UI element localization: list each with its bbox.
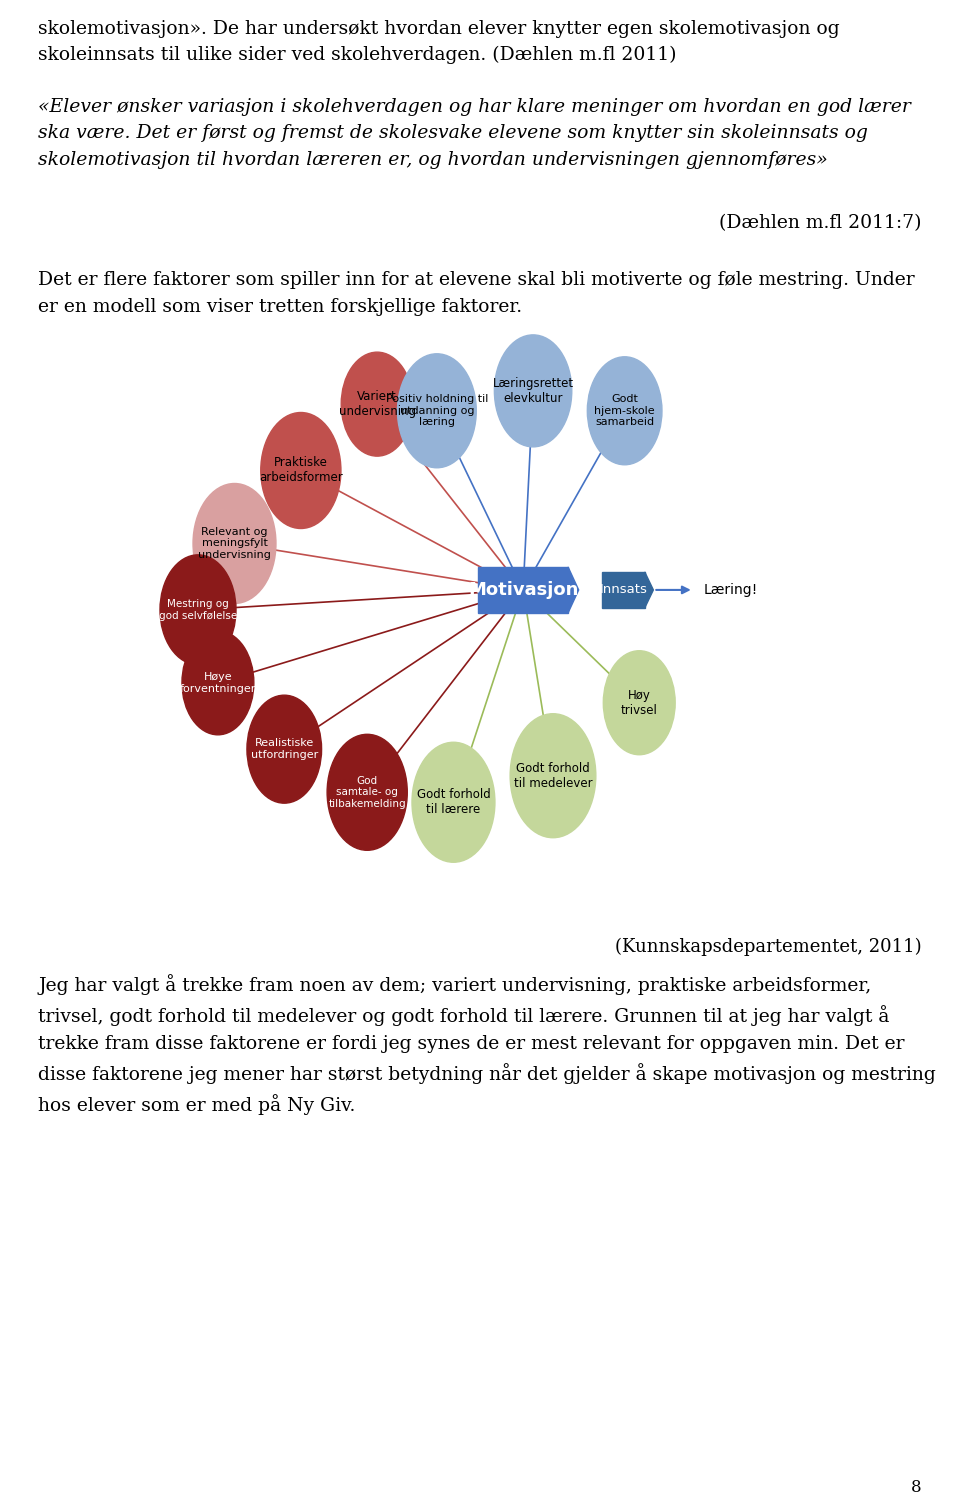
Text: Godt forhold
til lærere: Godt forhold til lærere [417, 789, 491, 816]
Ellipse shape [510, 713, 596, 838]
Text: Godt
hjem-skole
samarbeid: Godt hjem-skole samarbeid [594, 394, 655, 427]
Ellipse shape [494, 335, 572, 446]
Text: 8: 8 [911, 1479, 922, 1496]
Ellipse shape [182, 630, 253, 734]
Ellipse shape [261, 413, 341, 528]
Text: Motivasjon: Motivasjon [468, 581, 578, 599]
Text: Relevant og
meningsfylt
undervisning: Relevant og meningsfylt undervisning [198, 526, 271, 559]
Text: Læring!: Læring! [704, 584, 757, 597]
Ellipse shape [341, 353, 413, 455]
FancyBboxPatch shape [478, 567, 568, 612]
Text: Praktiske
arbeidsformer: Praktiske arbeidsformer [259, 457, 343, 484]
Polygon shape [568, 567, 579, 612]
Ellipse shape [603, 651, 675, 754]
Text: God
samtale- og
tilbakemelding: God samtale- og tilbakemelding [328, 775, 406, 808]
Text: (Dæhlen m.fl 2011:7): (Dæhlen m.fl 2011:7) [719, 214, 922, 232]
Ellipse shape [193, 484, 276, 603]
Text: Mestring og
god selvfølelse: Mestring og god selvfølelse [158, 599, 237, 621]
Ellipse shape [327, 734, 407, 851]
Text: Innsats: Innsats [599, 584, 647, 597]
Text: Læringsrettet
elevkultur: Læringsrettet elevkultur [492, 377, 574, 404]
FancyBboxPatch shape [602, 572, 645, 608]
Text: Det er flere faktorer som spiller inn for at elevene skal bli motiverte og føle : Det er flere faktorer som spiller inn fo… [38, 271, 915, 315]
Ellipse shape [397, 354, 476, 467]
Text: Høye
forventninger: Høye forventninger [180, 673, 256, 694]
Text: Realistiske
utfordringer: Realistiske utfordringer [251, 739, 318, 760]
Text: Høy
trivsel: Høy trivsel [621, 689, 658, 716]
Text: Variert
undervisning: Variert undervisning [339, 391, 416, 418]
Text: Jeg har valgt å trekke fram noen av dem; variert undervisning, praktiske arbeids: Jeg har valgt å trekke fram noen av dem;… [38, 974, 936, 1114]
Polygon shape [645, 572, 654, 608]
Ellipse shape [588, 357, 662, 464]
Text: skolemotivasjon». De har undersøkt hvordan elever knytter egen skolemotivasjon o: skolemotivasjon». De har undersøkt hvord… [38, 20, 840, 65]
Ellipse shape [412, 742, 495, 863]
Ellipse shape [160, 555, 236, 665]
Text: Godt forhold
til medelever: Godt forhold til medelever [514, 762, 592, 790]
Text: «Elever ønsker variasjon i skolehverdagen og har klare meninger om hvordan en go: «Elever ønsker variasjon i skolehverdage… [38, 98, 911, 169]
Ellipse shape [247, 695, 322, 804]
Text: (Kunnskapsdepartementet, 2011): (Kunnskapsdepartementet, 2011) [615, 938, 922, 956]
Text: Positiv holdning til
utdanning og
læring: Positiv holdning til utdanning og læring [386, 394, 488, 427]
